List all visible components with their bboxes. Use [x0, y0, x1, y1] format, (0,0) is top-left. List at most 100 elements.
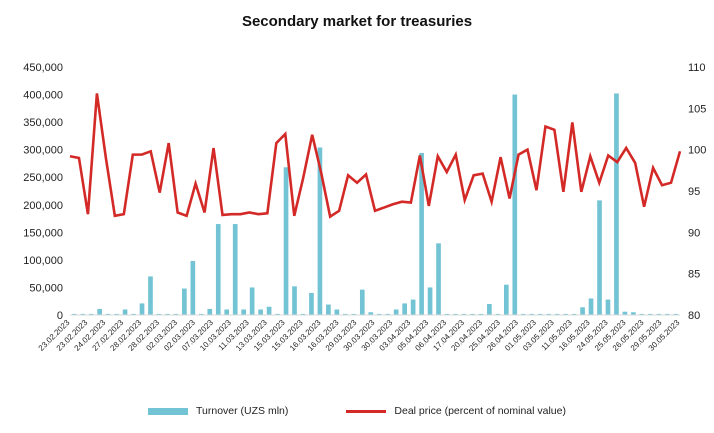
turnover-bar: [402, 303, 407, 315]
turnover-bar: [639, 313, 645, 315]
turnover-bar: [648, 313, 653, 315]
turnover-bar: [309, 292, 314, 315]
turnover-bar: [537, 313, 543, 315]
right-tick-label: 100: [688, 145, 706, 157]
right-tick-label: 85: [688, 269, 700, 281]
legend: Turnover (UZS mln) Deal price (percent o…: [0, 405, 714, 417]
right-tick-label: 95: [688, 186, 700, 198]
turnover-bar: [215, 224, 221, 315]
turnover-bar: [105, 313, 111, 315]
turnover-bar: [563, 313, 568, 315]
turnover-bar: [512, 94, 518, 315]
chart-canvas: 0 50,000 100,000 150,000 200,000 250,000 300,0…: [23, 62, 706, 353]
legend-item-deal-price: Deal price (percent of nominal value): [346, 405, 566, 417]
turnover-bar: [461, 313, 467, 315]
turnover-bar: [656, 313, 662, 315]
turnover-bar: [131, 313, 136, 315]
turnover-bar: [529, 313, 535, 315]
turnover-bar: [597, 200, 602, 315]
left-tick-label: 0: [57, 310, 63, 322]
turnover-bar: [156, 313, 162, 315]
turnover-bar: [605, 299, 611, 315]
turnover-bar: [300, 313, 306, 315]
chart-title: Secondary market for treasuries: [241, 13, 473, 30]
right-tick-label: 110: [688, 62, 706, 74]
turnover-bar: [122, 309, 128, 315]
legend-swatch-bar: [148, 407, 189, 415]
turnover-bar: [453, 313, 458, 315]
left-tick-label: 50,000: [29, 282, 63, 294]
turnover-bars: [71, 93, 679, 315]
turnover-bar: [554, 313, 560, 315]
turnover-bar: [614, 93, 619, 315]
turnover-bar: [393, 309, 399, 315]
turnover-bar: [249, 287, 255, 315]
turnover-bar: [588, 298, 594, 315]
turnover-bar: [546, 313, 552, 315]
right-tick-label: 105: [688, 103, 706, 115]
turnover-bar: [275, 313, 280, 315]
turnover-bar: [436, 243, 441, 315]
turnover-bar: [241, 309, 247, 315]
left-tick-label: 100,000: [23, 255, 63, 267]
left-tick-label: 350,000: [23, 117, 63, 129]
turnover-bar: [631, 312, 636, 315]
deal-price-series-line: [69, 93, 682, 219]
turnover-bar: [487, 303, 492, 315]
turnover-bar: [470, 313, 475, 315]
turnover-bar: [317, 147, 323, 315]
turnover-bar: [444, 313, 450, 315]
turnover-bar: [283, 167, 289, 315]
turnover-bar: [139, 303, 145, 315]
turnover-bar: [359, 289, 365, 315]
turnover-bar: [427, 287, 433, 315]
turnover-bar: [148, 276, 153, 315]
turnover-bar: [266, 306, 272, 315]
turnover-bar: [334, 309, 340, 315]
turnover-bar: [343, 313, 348, 315]
turnover-bar: [292, 286, 297, 315]
x-axis: 23.02.202323.02.202324.02.202327.02.2023…: [37, 314, 682, 353]
left-tick-label: 450,000: [23, 62, 63, 74]
left-tick-label: 200,000: [23, 200, 63, 212]
turnover-bar: [190, 260, 196, 315]
legend-label-turnover: Turnover (UZS mln): [196, 405, 289, 417]
left-tick-label: 300,000: [23, 145, 63, 157]
turnover-bar: [88, 313, 94, 315]
turnover-bar: [673, 313, 679, 315]
turnover-bar: [664, 313, 670, 315]
deal-price-line: [69, 93, 682, 219]
turnover-bar: [165, 313, 170, 315]
right-tick-label: 90: [688, 227, 700, 239]
turnover-bar: [478, 313, 484, 315]
turnover-bar: [224, 309, 230, 315]
turnover-bar: [232, 224, 238, 315]
turnover-bar: [520, 313, 526, 315]
turnover-bar: [385, 313, 391, 315]
turnover-bar: [580, 307, 585, 315]
turnover-bar: [258, 309, 263, 315]
turnover-bar: [198, 313, 204, 315]
legend-label-deal-price: Deal price (percent of nominal value): [394, 405, 566, 417]
left-tick-label: 150,000: [23, 227, 63, 239]
right-tick-label: 80: [688, 310, 700, 322]
turnover-bar: [207, 308, 213, 315]
turnover-bar: [419, 152, 424, 315]
legend-swatch-line: [346, 409, 387, 413]
turnover-bar: [571, 313, 577, 315]
turnover-bar: [351, 313, 357, 315]
right-axis: 80 85 90 95 100 105 110: [688, 62, 706, 322]
legend-item-turnover: Turnover (UZS mln): [148, 405, 288, 417]
turnover-bar: [410, 299, 416, 315]
left-axis: 0 50,000 100,000 150,000 200,000 250,000 300,0…: [23, 62, 63, 322]
turnover-bar: [114, 313, 119, 315]
left-tick-label: 250,000: [23, 172, 63, 184]
turnover-bar: [376, 313, 382, 315]
turnover-bar: [182, 288, 187, 315]
turnover-bar: [71, 313, 77, 315]
turnover-bar: [503, 284, 509, 315]
turnover-bar: [622, 311, 628, 315]
turnover-bar: [97, 308, 102, 315]
turnover-bar: [80, 313, 86, 315]
turnover-bar: [495, 313, 501, 315]
